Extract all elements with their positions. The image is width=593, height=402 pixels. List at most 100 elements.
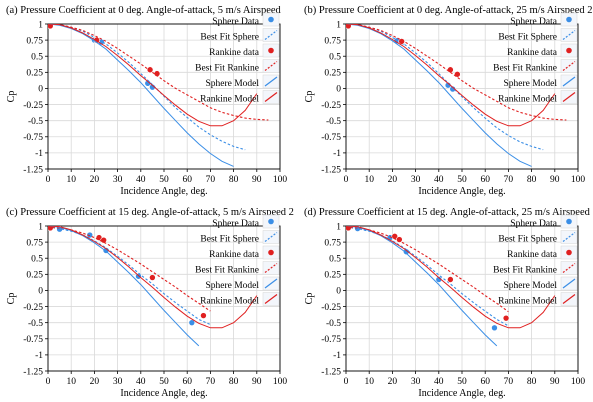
model-line: [346, 226, 498, 347]
x-axis-label: Incidence Angle, deg.: [120, 388, 207, 399]
x-tick-label: 40: [434, 175, 444, 185]
plot-series: [346, 24, 567, 167]
x-tick-label: 70: [504, 377, 514, 387]
legend-label: Best Fit Sphere: [200, 33, 259, 43]
legend-label: Best Fit Rankine: [195, 266, 259, 276]
data-point: [48, 24, 54, 30]
legend-label: Sphere Model: [205, 79, 259, 89]
data-point: [86, 231, 94, 239]
x-tick-label: 10: [364, 377, 374, 387]
y-axis-label: Cp: [6, 91, 17, 103]
x-tick-label: 0: [46, 175, 51, 185]
x-tick-label: 50: [457, 377, 467, 387]
y-tick-label: 0.5: [31, 53, 43, 63]
y-axis-label: Cp: [304, 293, 315, 305]
model-line: [346, 226, 556, 329]
legend-label: Rankine Model: [200, 297, 259, 307]
y-tick-label: -0.5: [326, 117, 341, 127]
y-tick-label: 0: [336, 287, 341, 297]
chart-panel: (a) Pressure Coefficient at 0 deg. Angle…: [6, 5, 287, 197]
plot-series: [48, 24, 269, 167]
x-tick-label: 30: [411, 377, 421, 387]
scatter-series-rankine: [48, 226, 207, 319]
model-line: [48, 24, 258, 127]
y-tick-label: 0.25: [324, 271, 341, 281]
legend-label: Best Fit Sphere: [498, 235, 557, 245]
legend-label: Sphere Model: [205, 281, 259, 291]
legend-marker: [566, 47, 572, 54]
data-point: [146, 66, 154, 74]
chart-title: (c) Pressure Coefficient at 15 deg. Angl…: [6, 207, 294, 218]
y-tick-label: -0.75: [321, 133, 341, 143]
y-axis-label: Cp: [6, 293, 17, 305]
x-tick-label: 30: [113, 377, 123, 387]
legend-line: [264, 232, 278, 242]
y-tick-label: 0.25: [324, 69, 341, 79]
x-tick-label: 0: [344, 377, 349, 387]
chart-title: (d) Pressure Coefficient at 15 deg. Angl…: [304, 207, 593, 218]
x-tick-label: 90: [252, 377, 262, 387]
y-tick-label: -0.25: [321, 101, 341, 111]
x-tick-label: 70: [504, 175, 514, 185]
chart-panel: (b) Pressure Coefficient at 0 deg. Angle…: [304, 5, 592, 197]
x-tick-label: 60: [182, 175, 192, 185]
y-tick-label: 0: [38, 85, 43, 95]
legend-line: [562, 76, 576, 87]
data-point: [200, 312, 207, 319]
y-tick-label: -0.75: [321, 335, 341, 345]
x-tick-label: 80: [527, 377, 537, 387]
legend-label: Sphere Data: [212, 17, 259, 27]
legend-line: [264, 61, 278, 71]
chart-panel: (d) Pressure Coefficient at 15 deg. Angl…: [304, 207, 593, 399]
y-tick-label: -1: [35, 351, 43, 361]
y-tick-label: 1: [336, 20, 341, 30]
model-line: [346, 24, 532, 167]
legend-label: Rankine Model: [498, 297, 557, 307]
legend-line: [562, 232, 576, 242]
x-tick-label: 20: [90, 175, 100, 185]
model-line: [48, 24, 234, 167]
x-tick-label: 100: [571, 377, 586, 387]
x-tick-label: 10: [66, 377, 76, 387]
data-point: [100, 236, 107, 244]
data-point: [346, 24, 352, 30]
plot-frame: [47, 23, 281, 170]
y-tick-label: -0.5: [28, 117, 43, 127]
legend-line: [264, 294, 278, 304]
data-point: [396, 236, 403, 243]
best-fit-line: [346, 226, 509, 313]
x-tick-label: 0: [344, 175, 349, 185]
legend-line: [562, 263, 576, 273]
best-fit-line: [346, 24, 567, 121]
legend-label: Rankine data: [507, 48, 558, 58]
x-tick-label: 40: [136, 175, 146, 185]
x-axis-label: Incidence Angle, deg.: [418, 388, 505, 399]
legend-line: [264, 76, 278, 87]
chart-title: (b) Pressure Coefficient at 0 deg. Angle…: [304, 5, 592, 16]
model-line: [48, 226, 258, 329]
data-point: [188, 319, 196, 326]
x-axis-label: Incidence Angle, deg.: [120, 186, 207, 197]
x-tick-label: 30: [113, 175, 123, 185]
x-tick-label: 60: [480, 175, 490, 185]
best-fit-line: [48, 24, 246, 151]
x-tick-label: 50: [159, 175, 169, 185]
y-tick-label: -0.75: [23, 133, 43, 143]
legend-line: [264, 278, 278, 289]
x-tick-label: 10: [364, 175, 374, 185]
y-tick-label: 0.5: [329, 255, 341, 265]
legend-label: Sphere Data: [510, 219, 557, 229]
y-tick-label: -1: [333, 149, 341, 159]
data-point: [447, 66, 454, 74]
best-fit-line: [48, 226, 211, 312]
legend-label: Best Fit Sphere: [200, 235, 259, 245]
y-tick-label: -0.25: [23, 303, 43, 313]
y-tick-label: -0.5: [28, 319, 43, 329]
legend-label: Sphere Model: [503, 281, 557, 291]
legend-label: Best Fit Sphere: [498, 33, 557, 43]
x-tick-label: 50: [159, 377, 169, 387]
data-point: [491, 324, 498, 332]
legend-label: Rankine data: [507, 250, 558, 260]
data-point: [398, 38, 405, 45]
x-tick-label: 70: [206, 175, 216, 185]
